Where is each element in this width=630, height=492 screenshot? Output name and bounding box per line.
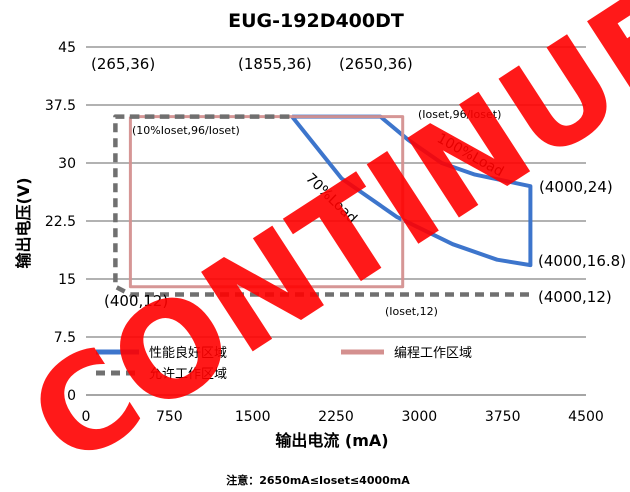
x-axis-title: 输出电流 (mA) [275,431,388,450]
x-tick-label: 3750 [485,409,521,425]
series-line-1 [128,115,405,289]
y-tick-label: 45 [58,40,76,56]
y-tick-label: 37.5 [45,98,76,114]
label-10pct-ioset: (10%Ioset,96/Ioset) [132,124,240,137]
y-axis-title: 输出电压(V) [14,177,33,268]
y-tick-label: 15 [58,272,76,288]
y-tick-label: 7.5 [54,330,76,346]
legend-label-program: 编程工作区域 [394,346,472,361]
label-4000-24: (4000,24) [539,178,613,196]
label-4000-16-8: (4000,16.8) [538,252,626,270]
watermark-text: CONTINUE [4,0,630,492]
label-2650-36: (2650,36) [339,55,413,73]
label-400-12: (400,12) [104,292,168,310]
footnote: 注意：2650mA≤Ioset≤4000mA [226,473,410,487]
label-1855-36: (1855,36) [238,55,312,73]
x-tick-label: 750 [156,409,183,425]
y-tick-label: 30 [58,156,76,172]
series-layer [113,114,533,297]
x-tick-label: 3000 [402,409,438,425]
legend-label-good: 性能良好区域 [149,345,227,361]
label-265-36: (265,36) [91,55,155,73]
label-4000-12: (4000,12) [538,288,612,306]
x-tick-label: 0 [82,409,91,425]
y-tick-label: 22.5 [45,214,76,230]
x-tick-label: 4500 [568,409,604,425]
legend: 性能良好区域 编程工作区域 允许工作区域 [96,345,472,382]
label-ioset-12: (Ioset,12) [385,305,438,318]
series-line-2 [113,114,531,297]
label-ioset-96: (Ioset,96/Ioset) [418,108,501,121]
y-tick-label: 0 [67,388,76,404]
x-tick-label: 1500 [235,409,271,425]
legend-label-allowed: 允许工作区域 [149,366,227,382]
y-axis-ticks: 0 7.5 15 22.5 30 37.5 45 [45,40,76,404]
x-axis-ticks: 0 750 1500 2250 3000 3750 4500 [82,409,604,425]
chart-title: EUG-192D400DT [228,10,404,32]
x-tick-label: 2250 [318,409,354,425]
grid [86,46,586,396]
